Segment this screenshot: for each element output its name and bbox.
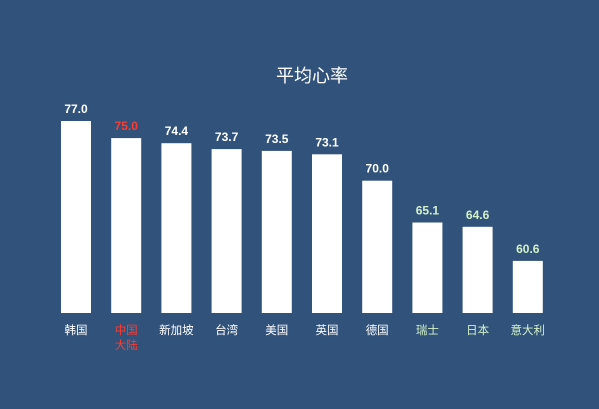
value-label: 73.7 <box>215 130 239 144</box>
value-labels-group: 77.0 75.0 74.4 73.7 73.5 73.1 70.0 65.1 64.6 60.6 <box>64 102 539 256</box>
bar <box>462 226 493 313</box>
category-label: 日本 <box>466 323 489 337</box>
category-label: 台湾 <box>215 323 238 337</box>
bar <box>161 143 192 313</box>
value-label: 74.4 <box>165 124 189 138</box>
value-label: 65.1 <box>416 204 440 218</box>
category-label: 韩国 <box>65 323 88 337</box>
value-label: 77.0 <box>64 102 88 116</box>
bar <box>362 180 393 313</box>
category-label: 新加坡 <box>159 323 194 337</box>
category-label: 德国 <box>366 323 389 337</box>
category-label: 美国 <box>265 323 288 337</box>
bars-group <box>61 121 543 313</box>
value-label: 70.0 <box>366 162 390 176</box>
chart-title: 平均心率 <box>276 66 348 87</box>
bar <box>312 154 342 313</box>
category-label: 意大利 <box>511 323 546 337</box>
category-labels-group: 韩国 中国大陆 新加坡 台湾 美国 英国 德国 瑞士 日本 意大利 <box>65 323 546 352</box>
bar <box>211 149 242 313</box>
value-label: 75.0 <box>115 119 139 133</box>
bar <box>261 150 292 313</box>
bar <box>412 222 443 313</box>
bar <box>111 138 142 313</box>
category-label: 瑞士 <box>416 323 439 337</box>
value-label: 73.1 <box>315 135 339 149</box>
category-label: 中国大陆 <box>115 323 138 352</box>
value-label: 64.6 <box>466 208 490 222</box>
value-label: 60.6 <box>516 242 540 256</box>
bar <box>61 121 91 313</box>
bar <box>512 260 543 313</box>
value-label: 73.5 <box>265 132 289 146</box>
category-label: 英国 <box>316 323 339 337</box>
